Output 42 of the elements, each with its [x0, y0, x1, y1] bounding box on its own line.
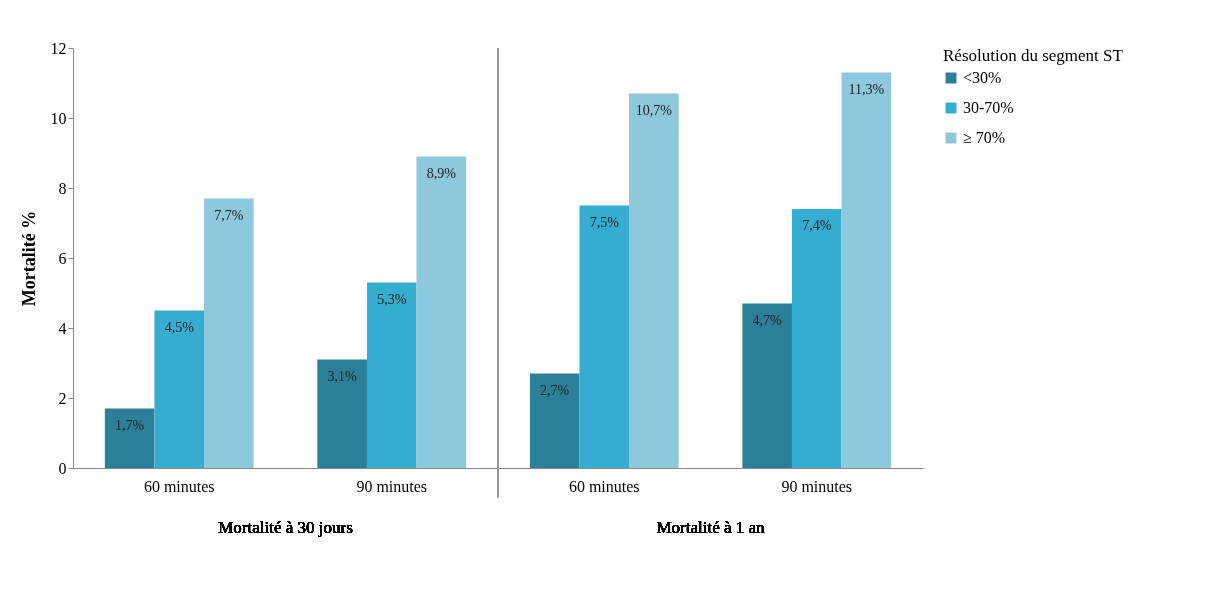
legend-label: ≥ 70% [963, 129, 1006, 146]
text: Mortalité à 1 an [656, 518, 766, 537]
text: Mortalité à 30 jours [218, 518, 353, 537]
data-label: 11,3% [848, 81, 885, 97]
bar [366, 282, 417, 468]
x-tick-label: 90 minutes [356, 477, 428, 495]
y-tick-label: 8 [58, 179, 67, 197]
bar [416, 156, 467, 468]
data-label: 1,7% [115, 417, 145, 433]
bar [529, 373, 580, 468]
data-label: 4,5% [164, 319, 195, 335]
data-label: 2,7% [540, 382, 570, 398]
y-tick-label: 6 [58, 249, 67, 267]
y-tick-label: 4 [58, 319, 67, 337]
legend-label: <30% [963, 69, 1002, 86]
data-label: 10,7% [635, 102, 673, 118]
bar [104, 408, 155, 468]
x-tick-label: 60 minutes [143, 477, 215, 495]
y-tick-label: 0 [58, 459, 67, 477]
x-tick-label: 60 minutes [568, 477, 640, 495]
bar [154, 310, 205, 468]
bar [317, 359, 367, 468]
data-label: 5,3% [377, 291, 407, 307]
data-label: 3,1% [327, 368, 358, 384]
bar [204, 198, 254, 468]
data-label: 4,7% [752, 312, 783, 328]
data-label: 7,5% [589, 214, 620, 230]
bar [579, 205, 630, 468]
y-tick-label: 10 [50, 109, 67, 127]
bar [629, 93, 679, 468]
y-tick-label: 12 [50, 39, 67, 57]
bar [742, 303, 792, 468]
legend-label: 30-70% [963, 99, 1014, 116]
bar [791, 209, 842, 468]
bar [841, 72, 892, 468]
data-label: 7,7% [214, 207, 244, 223]
data-label: 7,4% [802, 218, 832, 233]
y-tick-label: 2 [58, 389, 67, 407]
y-axis-title: Mortalité % [18, 210, 39, 307]
legend-title: Résolution du segment ST [943, 46, 1124, 65]
data-label: 8,9% [426, 165, 457, 181]
x-tick-label: 90 minutes [781, 477, 853, 495]
